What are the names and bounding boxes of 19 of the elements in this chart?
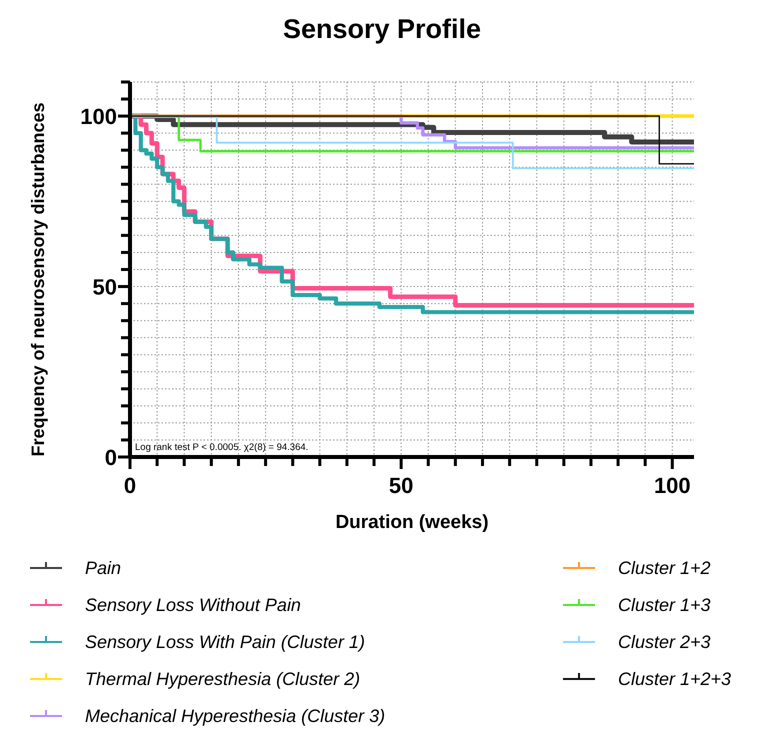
x-tick-label: 100: [654, 473, 691, 498]
legend-label: Cluster 1+3: [618, 595, 711, 615]
legend-label: Thermal Hyperesthesia (Cluster 2): [85, 669, 360, 689]
y-tick-label: 100: [80, 104, 117, 130]
legend-label: Cluster 2+3: [618, 632, 711, 652]
x-tick-label: 0: [124, 473, 136, 498]
y-axis-title: Frequency of neurosensory disturbances: [28, 102, 48, 457]
y-tick-label: 50: [92, 274, 117, 300]
legend-label: Sensory Loss Without Pain: [85, 595, 301, 615]
x-tick-label: 50: [388, 473, 414, 498]
legend-label: Pain: [85, 558, 122, 578]
y-tick-label: 0: [104, 445, 117, 470]
x-axis-title: Duration (weeks): [335, 512, 489, 533]
legend-label: Sensory Loss With Pain (Cluster 1): [85, 632, 365, 652]
chart-title: Sensory Profile: [282, 14, 482, 44]
legend-label: Mechanical Hyperesthesia (Cluster 3): [85, 706, 386, 726]
annotation: Log rank test P < 0.0005. χ2(8) = 94.364.: [135, 442, 308, 453]
legend-label: Cluster 1+2+3: [618, 669, 732, 689]
legend-label: Cluster 1+2: [618, 558, 711, 578]
